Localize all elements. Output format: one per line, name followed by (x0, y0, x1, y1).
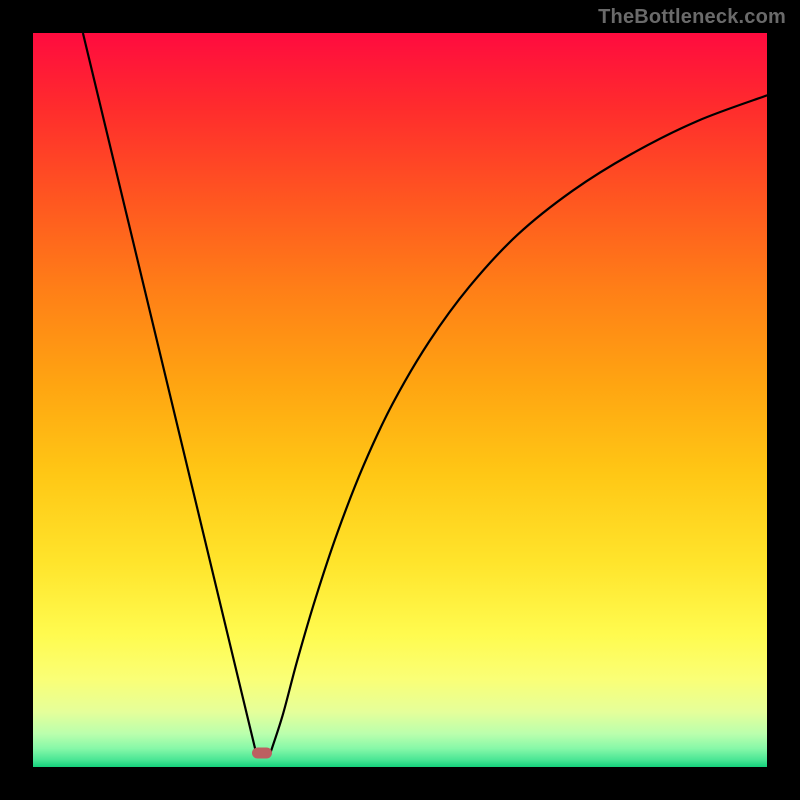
bottleneck-curve (33, 33, 767, 767)
outer-frame: TheBottleneck.com (0, 0, 800, 800)
optimum-marker-pill (252, 748, 272, 759)
plot-area (33, 33, 767, 767)
optimum-marker (252, 748, 272, 759)
curve-left-branch (83, 33, 257, 756)
watermark-text: TheBottleneck.com (598, 6, 786, 29)
curve-right-branch (269, 95, 767, 756)
